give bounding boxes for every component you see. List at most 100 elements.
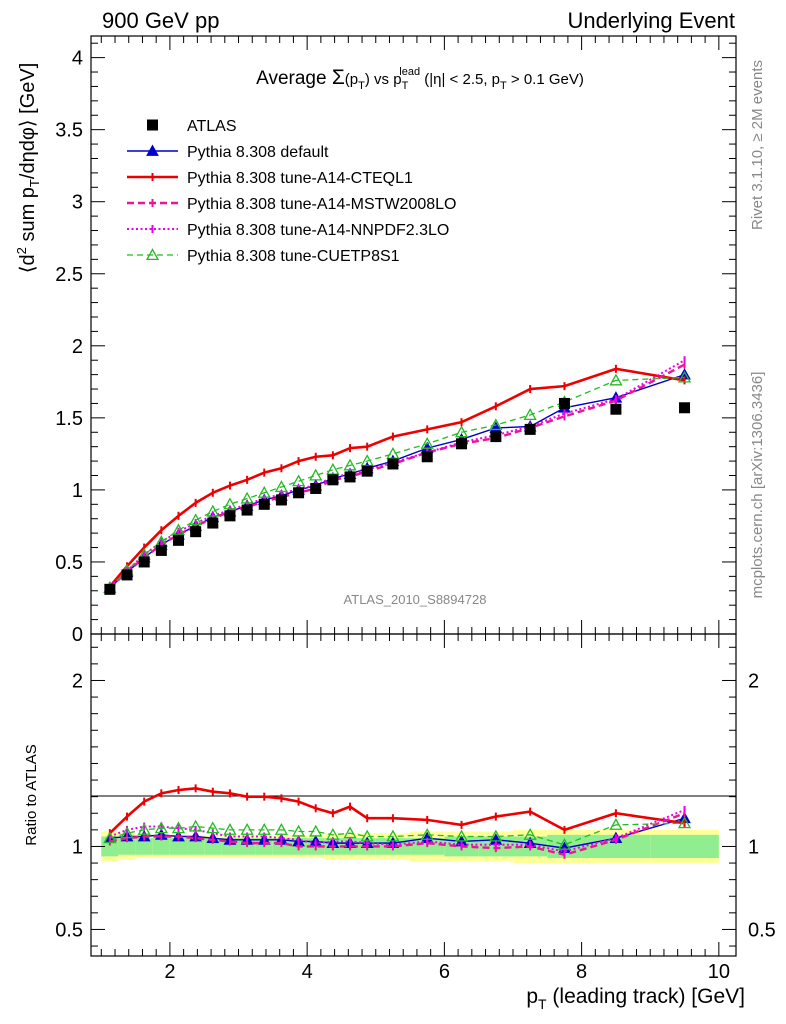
ratio-series-point [386, 829, 400, 842]
main-series-point [456, 438, 468, 450]
main-series-point [326, 462, 340, 475]
ratio-band-inner [152, 838, 170, 855]
main-series-line [108, 367, 685, 588]
main-y-tick-label: 0.5 [55, 552, 83, 574]
main-series-point [386, 447, 400, 459]
main-series-line [109, 359, 686, 588]
main-series-point [310, 482, 322, 494]
ratio-series-point [206, 821, 220, 834]
legend-label: ATLAS [187, 118, 237, 135]
ratio-series-point [557, 837, 572, 850]
main-series-point [223, 497, 237, 510]
ratio-series-point [454, 829, 469, 842]
ratio-y-tick-label: 1 [72, 836, 83, 858]
ratio-series-point [309, 824, 323, 837]
ratio-series-point [137, 823, 151, 835]
ratio-series-point [360, 829, 374, 842]
ratio-series-point [489, 829, 503, 842]
ratio-series-point [257, 823, 271, 835]
main-series-point [679, 402, 691, 414]
ratio-series-group [103, 784, 692, 859]
main-series-point [190, 526, 202, 538]
main-series-point [523, 408, 537, 421]
ratio-series-point [274, 823, 289, 835]
ratio-x-tick-label: 8 [576, 961, 587, 983]
main-series-point [361, 465, 373, 477]
ratio-series-point [343, 826, 357, 839]
main-series-point [387, 458, 399, 470]
header-right-label: Underlying Event [567, 8, 735, 33]
main-series-point [171, 523, 186, 536]
main-y-tick-label: 3.5 [55, 120, 83, 142]
main-series-line [109, 376, 685, 589]
ratio-series-point [523, 827, 537, 840]
ratio-series-point [291, 824, 306, 837]
ratio-band-inner [118, 838, 136, 855]
main-series-point [610, 403, 622, 415]
main-y-tick-label: 3 [72, 192, 83, 214]
header-left-label: 900 GeV pp [102, 8, 219, 33]
main-series-point [343, 458, 357, 471]
ratio-series-point [223, 823, 237, 835]
main-y-tick-label: 2.5 [55, 264, 83, 286]
main-series-point [420, 436, 434, 449]
legend-label: Pythia 8.308 tune-A14-MSTW2008LO [187, 196, 456, 213]
ratio-band-inner [169, 838, 188, 855]
legend: ATLAS Pythia 8.308 default Pythia 8.308 tu… [127, 118, 456, 265]
ratio-y-tick-label-right: 2 [748, 670, 759, 692]
main-y-tick-label: 2 [72, 336, 83, 358]
ratio-x-tick-label: 10 [708, 961, 730, 983]
main-y-tick-label: 1.5 [55, 408, 83, 430]
ratio-y-axis-label: Ratio to ATLAS [23, 744, 40, 845]
legend-label: Pythia 8.308 tune-A14-NNPDF2.3LO [187, 222, 449, 239]
main-y-tick-label: 0 [72, 624, 83, 646]
main-series-line [109, 373, 685, 589]
main-series-point [241, 504, 253, 516]
ratio-y-tick-label-right: 1 [748, 836, 759, 858]
main-series-point [206, 504, 220, 517]
ratio-series-point [189, 819, 203, 832]
ratio-series-point [240, 823, 254, 835]
ratio-series-point [609, 818, 623, 830]
legend-label: Pythia 8.308 tune-CUETP8S1 [187, 248, 400, 265]
main-series-point [344, 471, 356, 483]
ratio-x-tick-label: 6 [439, 961, 450, 983]
x-axis-label: pT (leading track) [GeV] [526, 985, 745, 1012]
main-series-line [109, 363, 686, 589]
main-y-axis-label: ⟨d2 sum pT/dηdφ⟩ [GeV] [14, 63, 42, 274]
main-series-point [121, 569, 133, 581]
ratio-ticks: 2 4 6 8 10 0.5 0.5 1 1 2 2 [55, 634, 776, 983]
ratio-x-tick-label: 2 [164, 961, 175, 983]
ratio-band-inner [187, 838, 205, 855]
main-y-tick-label: 1 [72, 480, 83, 502]
ratio-series-point [171, 821, 186, 834]
ratio-series-line [108, 787, 685, 835]
main-panel: 0 0.5 1 1.5 2 2.5 3 3.5 4 Average Σ(pT) vs pTlea… [14, 35, 737, 646]
main-series-point [274, 480, 289, 493]
main-series-point [291, 474, 306, 487]
main-series-point [327, 474, 339, 486]
main-series-point [677, 370, 692, 383]
main-series-point [189, 513, 203, 526]
main-series-point [207, 517, 219, 529]
ratio-series-point [154, 821, 168, 834]
ratio-band-inner [581, 834, 651, 859]
main-y-ticks: 0 0.5 1 1.5 2 2.5 3 3.5 4 [55, 42, 736, 646]
mcplots-label: mcplots.cern.ch [arXiv:1306.3436] [749, 372, 766, 599]
main-series-point [240, 491, 254, 504]
ratio-y-tick-label: 0.5 [55, 919, 83, 941]
legend-label: Pythia 8.308 default [187, 144, 329, 161]
main-y-tick-label: 4 [72, 48, 83, 70]
rivet-label: Rivet 3.1.10, ≥ 2M events [749, 60, 766, 230]
ratio-series-line [109, 822, 685, 846]
ratio-x-tick-label: 4 [302, 961, 313, 983]
main-title: Average Σ(pT) vs pTlead (|η| < 2.5, pT >… [256, 66, 584, 92]
main-series-point [104, 583, 116, 595]
main-series-point [609, 373, 623, 386]
analysis-watermark: ATLAS_2010_S8894728 [344, 592, 487, 607]
main-series-group [103, 356, 692, 595]
main-series-point [275, 494, 287, 506]
main-series-point [257, 485, 271, 498]
main-series-point [309, 468, 323, 481]
ratio-y-tick-label: 2 [72, 670, 83, 692]
